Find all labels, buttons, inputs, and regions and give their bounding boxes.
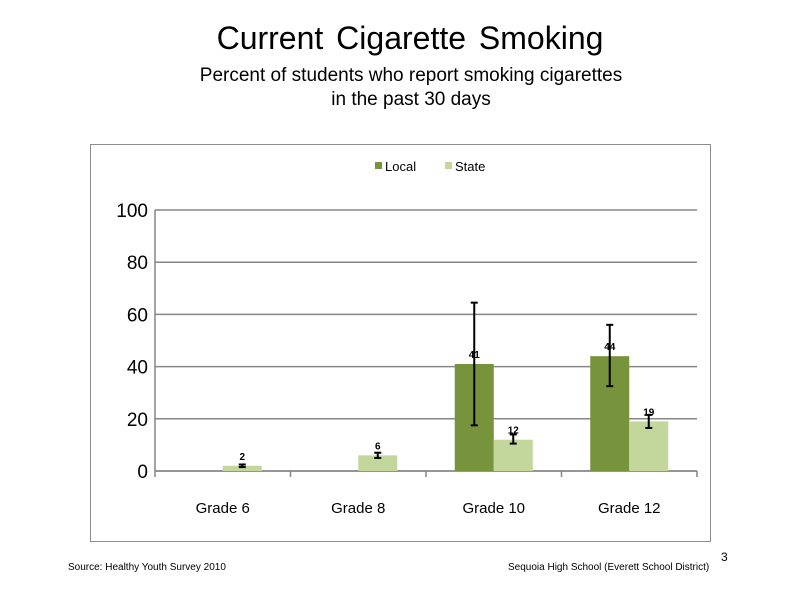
- data-label: 44: [604, 342, 616, 353]
- legend-swatch-local: [375, 162, 382, 169]
- data-label: 12: [508, 426, 520, 437]
- legend-label-local: Local: [385, 159, 416, 174]
- data-label: 6: [375, 441, 381, 452]
- slide-title: Current Cigarette Smoking: [216, 20, 604, 56]
- x-tick-label: Grade 6: [196, 500, 250, 517]
- chart-frame: [90, 144, 711, 542]
- subtitle-line-2: in the past 30 days: [331, 89, 491, 110]
- y-tick-label: 60: [127, 305, 148, 326]
- bar-state: [358, 455, 398, 471]
- y-tick-label: 20: [127, 410, 148, 431]
- y-tick-label: 0: [137, 462, 148, 483]
- footer-school: Sequoia High School (Everett School Dist…: [508, 562, 710, 573]
- data-label: 19: [643, 407, 655, 418]
- x-tick-label: Grade 8: [331, 500, 385, 517]
- x-tick-label: Grade 10: [462, 500, 525, 517]
- bar-state: [629, 421, 669, 471]
- page-number: 3: [721, 550, 728, 564]
- y-tick-label: 100: [116, 201, 148, 222]
- footer-source: Source: Healthy Youth Survey 2010: [68, 562, 226, 573]
- data-label: 41: [469, 350, 481, 361]
- subtitle-line-1: Percent of students who report smoking c…: [199, 65, 623, 86]
- bar-state: [493, 439, 533, 471]
- legend-label-state: State: [455, 159, 485, 174]
- bar-state: [222, 465, 262, 471]
- data-label: 2: [239, 452, 245, 463]
- legend-swatch-state: [445, 162, 452, 169]
- y-tick-label: 80: [127, 253, 148, 274]
- y-tick-label: 40: [127, 358, 148, 379]
- x-tick-label: Grade 12: [598, 500, 661, 517]
- slide-subtitle: Percent of students who report smoking c…: [0, 64, 800, 112]
